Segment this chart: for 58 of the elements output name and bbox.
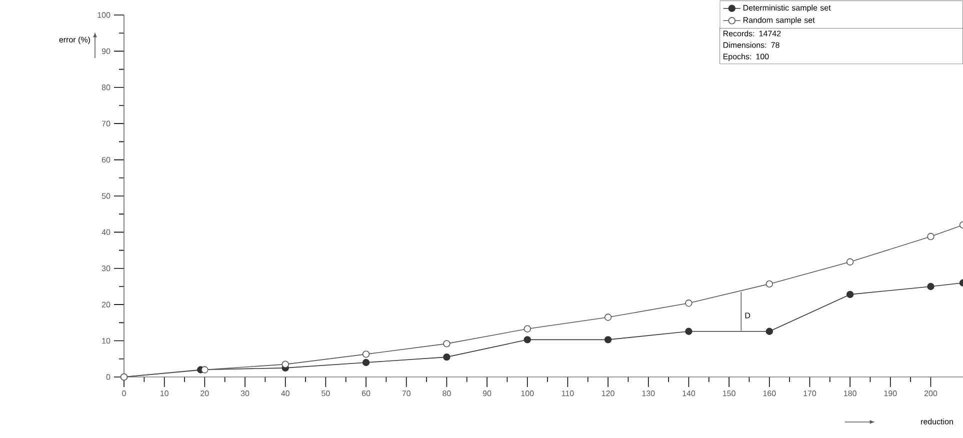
x-tick-label: 10 — [160, 390, 168, 396]
point — [604, 336, 612, 344]
point — [524, 336, 531, 344]
point — [201, 366, 208, 374]
x-tick-label: 100 — [521, 390, 534, 396]
legend-label: Deterministic sample set — [743, 4, 831, 12]
y-tick-label: 20 — [102, 302, 110, 308]
y-tick-label: 100 — [98, 12, 110, 18]
x-tick-label: 110 — [562, 390, 574, 396]
x-tick-label: 160 — [763, 390, 776, 396]
point — [362, 358, 370, 366]
x-tick-label: 120 — [602, 390, 614, 396]
x-tick-label: 90 — [482, 390, 492, 396]
annotation: Dimensions: 78 — [723, 42, 780, 48]
y-tick-label: 50 — [102, 193, 110, 199]
point — [524, 325, 531, 332]
y-tick-label: 30 — [102, 266, 110, 272]
x-tick-label: 140 — [682, 390, 696, 396]
y-tick-label: 90 — [102, 48, 110, 54]
point — [766, 280, 773, 288]
point — [846, 258, 854, 266]
annotation: Records: 14742 — [723, 30, 781, 36]
point — [927, 282, 934, 290]
y-tick-label: 10 — [102, 338, 110, 344]
x-tick-label: 200 — [924, 390, 938, 396]
annotation: D — [745, 312, 750, 318]
point — [362, 350, 370, 358]
x-tick-label: 170 — [804, 390, 816, 396]
point — [604, 314, 612, 321]
x-tick-label: 50 — [322, 390, 330, 396]
point — [282, 360, 289, 368]
point — [927, 232, 934, 240]
x-tick-label: 190 — [884, 390, 897, 396]
x-tick-label: 150 — [722, 390, 736, 396]
x-tick-label: 180 — [844, 390, 856, 396]
x-tick-label: 20 — [200, 390, 209, 396]
x-tick-label: 60 — [362, 390, 370, 396]
x-tick-label: 130 — [642, 390, 655, 396]
y-tick-label: 60 — [102, 156, 110, 163]
x-tick-label: 30 — [240, 390, 250, 396]
x-axis-title: reduction — [921, 418, 953, 424]
point — [685, 300, 692, 307]
x-tick-label: 40 — [281, 390, 290, 396]
legend-label: Random sample set — [743, 17, 815, 24]
y-tick-label: 70 — [102, 120, 110, 126]
x-tick-label: 80 — [442, 390, 451, 396]
y-tick-label: 0 — [106, 374, 110, 380]
point — [443, 340, 450, 348]
y-tick-label: 80 — [102, 84, 110, 90]
point — [846, 290, 854, 298]
y-axis-title: error (%) — [59, 36, 90, 44]
point — [766, 328, 773, 335]
annotation: Epochs: 100 — [723, 53, 769, 61]
point — [443, 353, 450, 361]
x-tick-label: 0 — [122, 390, 126, 396]
x-tick-label: 70 — [402, 390, 410, 396]
point — [685, 328, 692, 335]
y-tick-label: 40 — [102, 229, 110, 236]
